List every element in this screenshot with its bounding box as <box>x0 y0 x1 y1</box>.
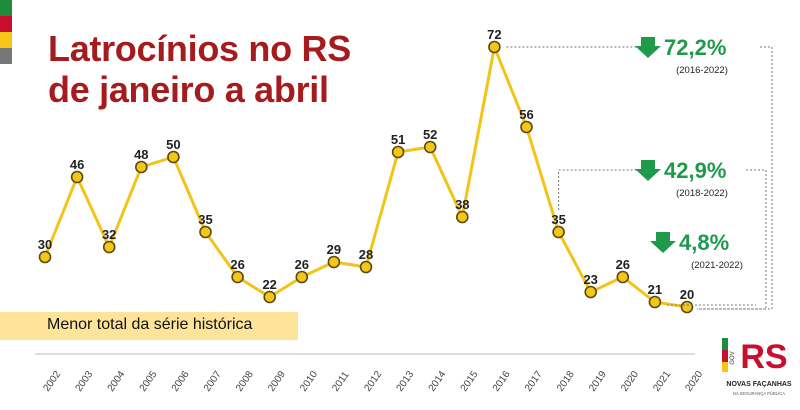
down-arrow-icon <box>650 232 676 253</box>
x-tick-label: 2014 <box>427 369 449 394</box>
data-point <box>231 270 244 284</box>
variation-period: (2021-2022) <box>691 260 743 271</box>
x-tick-label: 2017 <box>523 369 545 394</box>
data-label: 23 <box>583 272 597 287</box>
data-point <box>70 170 84 184</box>
data-label: 48 <box>134 147 148 162</box>
flag-stripe-gray <box>0 48 12 64</box>
data-label: 29 <box>327 242 341 257</box>
down-arrow-icon <box>635 160 661 181</box>
x-tick-label: 2003 <box>74 369 96 394</box>
data-label: 46 <box>70 157 84 172</box>
x-tick-label: 2016 <box>491 369 513 394</box>
data-label: 35 <box>198 212 212 227</box>
x-tick-label: 2009 <box>266 369 288 394</box>
lowest-total-note: Menor total da série histórica <box>47 316 253 333</box>
data-point <box>102 240 116 254</box>
data-label: 26 <box>230 257 244 272</box>
data-label: 26 <box>616 257 630 272</box>
x-tick-label: 2008 <box>234 369 256 394</box>
variation-value: 72,2% <box>664 35 726 60</box>
data-label: 38 <box>455 197 469 212</box>
logo-side-text: GOV <box>730 351 736 364</box>
data-point <box>616 270 630 284</box>
data-point <box>327 255 341 269</box>
logo-tagline: NOVAS FAÇANHAS <box>726 381 792 388</box>
variation-value: 42,9% <box>664 158 726 183</box>
callout-bracket <box>558 169 767 310</box>
x-tick-label: 2020 <box>683 369 705 394</box>
data-label: 72 <box>487 27 501 42</box>
x-tick-label: 2021 <box>651 369 673 394</box>
x-tick-label: 2004 <box>106 369 128 394</box>
data-point <box>263 290 277 304</box>
data-label: 20 <box>680 287 694 302</box>
callout-bracket <box>506 46 773 310</box>
variation-period: (2018-2022) <box>676 188 728 199</box>
data-point <box>38 250 52 264</box>
data-point <box>488 40 501 54</box>
x-tick-label: 2005 <box>138 369 160 394</box>
logo-brand-text: RS <box>740 338 787 376</box>
flag-stripe-yellow <box>0 32 12 48</box>
data-label: 52 <box>423 127 437 142</box>
chart-title: Latrocínios no RS de janeiro a abril <box>48 28 351 110</box>
data-point <box>295 270 309 284</box>
data-point <box>584 285 598 299</box>
data-label: 30 <box>38 237 52 252</box>
logo-subtagline: NA SEGURANÇA PÚBLICA <box>733 391 785 396</box>
x-tick-label: 2013 <box>395 369 417 394</box>
data-point <box>648 295 662 309</box>
x-tick-label: 2015 <box>459 369 481 394</box>
data-label: 51 <box>391 132 405 147</box>
data-label: 26 <box>295 257 309 272</box>
x-tick-label: 2006 <box>170 369 192 394</box>
flag-stripe-green <box>0 0 12 16</box>
x-tick-label: 2012 <box>362 369 384 394</box>
down-arrow-icon <box>635 37 661 58</box>
data-point <box>359 260 373 274</box>
title-line-2: de janeiro a abril <box>48 69 329 110</box>
lowest-total-band <box>0 312 298 340</box>
data-label: 32 <box>102 227 116 242</box>
data-label: 56 <box>519 107 533 122</box>
data-label: 35 <box>551 212 565 227</box>
data-point <box>135 160 148 174</box>
x-tick-label: 2019 <box>587 369 609 394</box>
data-point <box>455 210 469 224</box>
x-tick-label: 2007 <box>202 369 224 394</box>
variation-period: (2016-2022) <box>676 65 728 76</box>
data-point <box>167 150 180 164</box>
data-label: 22 <box>262 277 276 292</box>
data-point <box>199 225 212 239</box>
x-tick-label: 2020 <box>619 369 641 394</box>
data-label: 21 <box>648 282 662 297</box>
x-tick-label: 2018 <box>555 369 577 394</box>
variation-value: 4,8% <box>679 230 729 255</box>
data-point <box>391 145 405 159</box>
data-point <box>520 120 533 134</box>
x-tick-label: 2010 <box>298 369 320 394</box>
data-point <box>423 140 437 154</box>
data-label: 28 <box>359 247 373 262</box>
title-line-1: Latrocínios no RS <box>48 28 351 69</box>
data-point <box>680 300 694 314</box>
flag-stripe-red <box>0 16 12 32</box>
data-point <box>552 225 565 239</box>
x-tick-label: 2011 <box>330 369 352 393</box>
data-label: 50 <box>166 137 180 152</box>
rs-government-logo: GOV RS NOVAS FAÇANHAS NA SEGURANÇA PÚBLI… <box>722 338 792 396</box>
x-tick-label: 2002 <box>41 369 63 394</box>
logo-flag-bar <box>722 338 728 372</box>
